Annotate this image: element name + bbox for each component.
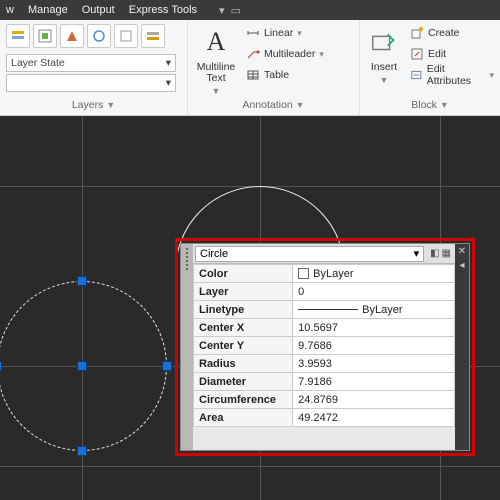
layer-tool-icon[interactable] [87, 24, 111, 48]
prop-value[interactable]: 49.2472 [293, 409, 455, 427]
properties-table: ColorByLayerLayer0LinetypeByLayerCenter … [193, 264, 455, 427]
prop-value[interactable]: 3.9593 [293, 355, 455, 373]
panel-title: Block [411, 99, 437, 111]
layer-tool-icon[interactable] [141, 24, 165, 48]
menu-item[interactable]: w [6, 4, 14, 16]
grip-north[interactable] [77, 276, 87, 286]
edit-attributes-button[interactable]: Edit Attributes ▾ [410, 66, 494, 84]
prop-key: Radius [194, 355, 293, 373]
quick-select-icon[interactable]: ◧ [430, 248, 439, 259]
menu-item[interactable]: Manage [28, 4, 68, 16]
chevron-down-icon: ▼ [380, 75, 389, 85]
prop-key: Center X [194, 319, 293, 337]
close-icon[interactable]: ✕ [458, 246, 466, 257]
insert-icon [366, 24, 402, 60]
top-menubar: w Manage Output Express Tools ▾ ▭ [0, 0, 500, 20]
layer-state-combo[interactable]: Layer State ▾ [6, 54, 176, 72]
chevron-down-icon: ▾ [166, 57, 171, 69]
prop-value[interactable]: ByLayer [293, 301, 455, 319]
ribbon-panel-layers: Layer State ▾ ▾ Layers ▼ [0, 20, 188, 115]
multiline-text-button[interactable]: A Multiline Text ▼ [194, 24, 238, 96]
panel-expand-icon[interactable]: ▼ [440, 100, 449, 110]
panel-title: Annotation [242, 99, 292, 111]
dropdown-icon[interactable]: ▾ [219, 4, 225, 17]
chevron-down-icon: ▾ [414, 247, 420, 260]
layer-state-label: Layer State [11, 57, 65, 69]
drawing-canvas[interactable]: Circle ▾ ◧ ▦ ColorByLayerLayer0LinetypeB… [0, 116, 500, 500]
ribbon-panel-annotation: A Multiline Text ▼ Linear ▾ Multileader … [188, 20, 360, 115]
panel-title: Layers [72, 99, 104, 111]
prop-value[interactable]: 9.7686 [293, 337, 455, 355]
properties-palette: Circle ▾ ◧ ▦ ColorByLayerLayer0LinetypeB… [180, 243, 470, 451]
prop-key: Layer [194, 283, 293, 301]
menu-item[interactable]: Output [82, 4, 115, 16]
layer-combo[interactable]: ▾ [6, 74, 176, 92]
insert-block-button[interactable]: Insert ▼ [366, 24, 402, 85]
prop-value[interactable]: ByLayer [293, 265, 455, 283]
layer-tool-icon[interactable] [114, 24, 138, 48]
prop-key: Diameter [194, 373, 293, 391]
palette-drag-handle[interactable] [181, 244, 193, 450]
chevron-down-icon: ▼ [212, 86, 221, 96]
ribbon-panel-block: Insert ▼ Create Edit Edit Attributes ▾ [360, 20, 500, 115]
prop-value[interactable]: 0 [293, 283, 455, 301]
object-type-combo[interactable]: Circle ▾ [195, 246, 424, 262]
prop-value[interactable]: 10.5697 [293, 319, 455, 337]
chevron-down-icon: ▾ [166, 77, 171, 89]
ribbon: Layer State ▾ ▾ Layers ▼ A Multiline Tex… [0, 20, 500, 116]
menu-item[interactable]: Express Tools [129, 4, 197, 16]
grip-south[interactable] [77, 446, 87, 456]
pin-icon[interactable]: ◂ [459, 260, 464, 271]
prop-key: Center Y [194, 337, 293, 355]
edit-block-button[interactable]: Edit [410, 45, 494, 63]
prop-key: Circumference [194, 391, 293, 409]
create-block-button[interactable]: Create [410, 24, 494, 42]
layer-tool-icon[interactable] [33, 24, 57, 48]
layer-tool-icon[interactable] [60, 24, 84, 48]
grip-east[interactable] [162, 361, 172, 371]
prop-value[interactable]: 24.8769 [293, 391, 455, 409]
linear-dim-button[interactable]: Linear ▾ [246, 24, 324, 42]
layer-tool-icon[interactable] [6, 24, 30, 48]
table-button[interactable]: Table [246, 66, 324, 84]
prop-key: Color [194, 265, 293, 283]
prop-key: Area [194, 409, 293, 427]
pick-add-icon[interactable]: ▦ [442, 248, 451, 259]
multileader-button[interactable]: Multileader ▾ [246, 45, 324, 63]
text-icon: A [198, 24, 234, 60]
minimize-icon[interactable]: ▭ [231, 4, 241, 17]
menubar-extras: ▾ ▭ [219, 4, 241, 17]
prop-value[interactable]: 7.9186 [293, 373, 455, 391]
grip-west[interactable] [0, 361, 2, 371]
object-type-label: Circle [200, 248, 228, 260]
prop-key: Linetype [194, 301, 293, 319]
palette-sidebar: ✕ ◂ [455, 244, 469, 450]
panel-expand-icon[interactable]: ▼ [296, 100, 305, 110]
panel-expand-icon[interactable]: ▼ [106, 100, 115, 110]
grip-center[interactable] [77, 361, 87, 371]
